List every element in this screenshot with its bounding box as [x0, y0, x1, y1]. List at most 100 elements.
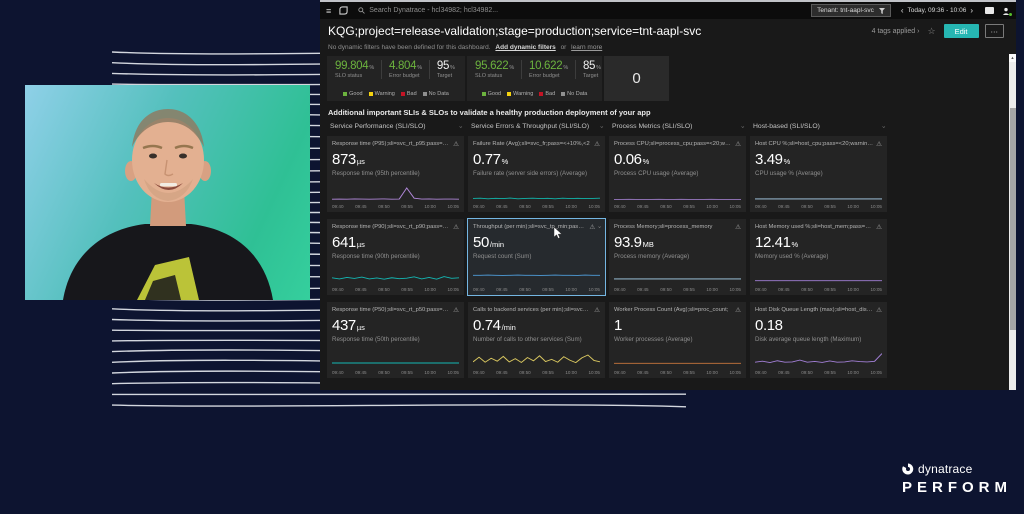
time-axis: 09:40 09:45 09:50 09:55 10:00 10:05 — [755, 287, 882, 292]
tile-process-cpu[interactable]: Process CPU;sli=process_cpu;pass=<20;war… — [609, 136, 746, 212]
metric-value: 0.74 — [473, 317, 501, 334]
menu-icon[interactable]: ≡ — [326, 5, 332, 16]
favorite-star-icon[interactable]: ☆ — [927, 25, 936, 36]
target-metric: 85% Target — [582, 60, 601, 79]
tile-backend-calls[interactable]: Calls to backend services (per min);sli=… — [468, 302, 605, 378]
tile-worker-process-count[interactable]: Worker Process Count (Avg);sli=proc_coun… — [609, 302, 746, 378]
sparkline-chart — [473, 274, 600, 276]
timeframe-next-button[interactable]: › — [970, 6, 973, 15]
tenant-label: Tenant: tnt-aapl-svc — [817, 7, 874, 14]
dynatrace-logo-icon[interactable] — [339, 6, 348, 15]
sparkline-chart — [614, 362, 741, 364]
column-header-process-metrics[interactable]: Process Metrics (SLI/SLO) › — [612, 123, 745, 130]
slo-legend: Good Warning Bad No Data — [327, 91, 465, 98]
metric-value: 0.77 — [473, 151, 501, 168]
tile-host-disk-queue[interactable]: Host Disk Queue Length (max);sli=host_di… — [750, 302, 887, 378]
learn-more-link[interactable]: learn more — [571, 44, 603, 51]
metric-subtitle: Number of calls to other services (Sum) — [473, 336, 582, 343]
head — [132, 118, 204, 202]
tile-process-memory[interactable]: Process Memory;sli=process_memory ⚠ 93.9M… — [609, 219, 746, 295]
presenter-illustration — [63, 109, 273, 300]
metric-subtitle: Response time (95th percentile) — [332, 170, 420, 177]
tenant-selector[interactable]: Tenant: tnt-aapl-svc — [811, 4, 891, 17]
sparkline-chart — [473, 197, 600, 200]
metric-subtitle: Memory used % (Average) — [755, 253, 829, 260]
count-tile[interactable]: 0 — [604, 56, 669, 101]
search-input[interactable]: Search Dynatrace - hcl34982; hcl34982... — [358, 7, 811, 14]
section-title: Additional important SLIs & SLOs to vali… — [328, 108, 651, 117]
slo-summary-tile[interactable]: 99.804% SLO status 4.804% Error budget 9… — [327, 56, 465, 101]
metric-unit: µs — [356, 323, 365, 332]
sparkline-chart — [755, 353, 882, 364]
feedback-icon[interactable] — [985, 7, 994, 14]
online-status-dot — [1009, 12, 1012, 16]
tile-response-time-p95[interactable]: Response time (P95);sli=svc_rt_p95;pass=… — [327, 136, 464, 212]
event-branding: dynatrace PERFORM — [902, 462, 1012, 496]
mouse-cursor — [554, 227, 563, 239]
sparkline-chart — [332, 276, 459, 280]
tags-applied-link[interactable]: 4 tags applied › — [871, 27, 920, 35]
warning-icon: ⚠ — [876, 307, 882, 314]
warning-icon: ⚠ — [453, 224, 459, 231]
or-text: or — [560, 44, 567, 51]
column-header-service-performance[interactable]: Service Performance (SLI/SLO) › — [330, 123, 463, 130]
note-text: No dynamic filters have been defined for… — [328, 44, 491, 51]
vertical-scrollbar[interactable]: ▲ — [1009, 54, 1016, 390]
chevron-down-icon: › — [457, 125, 463, 128]
scroll-up-arrow[interactable]: ▲ — [1009, 54, 1016, 62]
column-headers: Service Performance (SLI/SLO) › Service E… — [327, 121, 887, 132]
chevron-down-icon[interactable]: › — [596, 226, 603, 228]
slo-status-metric: 99.804% SLO status — [333, 60, 382, 79]
slo-status-metric: 95.622% SLO status — [473, 60, 522, 79]
metric-value: 1 — [614, 317, 622, 334]
tile-throughput-selected[interactable]: Throughput (per min);sli=svc_tp_min;pass… — [467, 218, 606, 296]
dynatrace-logo-icon — [902, 463, 914, 475]
dashboard-title: KQG;project=release-validation;stage=pro… — [328, 24, 702, 38]
dashboard-header: KQG;project=release-validation;stage=pro… — [328, 24, 1004, 38]
tile-host-cpu[interactable]: Host CPU %;sli=host_cpu;pass=<20;warning… — [750, 136, 887, 212]
tile-failure-rate[interactable]: Failure Rate (Avg);sli=svc_fr;pass=<+10%… — [468, 136, 605, 212]
column-header-service-errors-throughput[interactable]: Service Errors & Throughput (SLI/SLO) › — [471, 123, 604, 130]
warning-icon: ⚠ — [594, 141, 600, 148]
metric-subtitle: Response time (50th percentile) — [332, 336, 420, 343]
metric-tile-grid: Response time (P95);sli=svc_rt_p95;pass=… — [327, 136, 887, 378]
sparkline-chart — [755, 198, 882, 200]
add-dynamic-filters-link[interactable]: Add dynamic filters — [495, 44, 556, 51]
warning-icon: ⚠ — [453, 141, 459, 148]
metric-unit: µs — [356, 157, 365, 166]
tile-host-memory[interactable]: Host Memory used %;sli=host_mem;pass=<20… — [750, 219, 887, 295]
event-name: PERFORM — [902, 479, 1012, 496]
dynamic-filters-note: No dynamic filters have been defined for… — [328, 44, 602, 51]
timeframe-prev-button[interactable]: ‹ — [900, 6, 904, 15]
target-metric: 95% Target — [436, 60, 455, 79]
more-options-button[interactable]: ⋯ — [984, 24, 1004, 38]
chevron-down-icon: › — [880, 125, 886, 128]
tile-response-time-p50[interactable]: Response time (P50);sli=svc_rt_p50;pass=… — [327, 302, 464, 378]
metric-unit: % — [783, 157, 791, 166]
window-top-edge — [320, 0, 1016, 2]
metric-subtitle: Request count (Sum) — [473, 253, 532, 260]
time-axis: 09:40 09:45 09:50 09:55 10:00 10:05 — [755, 370, 882, 375]
time-axis: 09:40 09:45 09:50 09:55 10:00 10:05 — [473, 204, 600, 209]
metric-value: 93.9 — [614, 234, 642, 251]
edit-button[interactable]: Edit — [943, 24, 979, 38]
metric-value: 12.41 — [755, 234, 791, 251]
metric-value: 437 — [332, 317, 356, 334]
metric-unit: µs — [356, 240, 365, 249]
webcam-video — [25, 85, 310, 300]
metric-unit: MB — [642, 240, 654, 249]
timeframe-selector[interactable]: Today, 09:36 - 10:06 — [907, 7, 967, 14]
slo-summary-tile[interactable]: 95.622% SLO status 10.622% Error budget … — [467, 56, 602, 101]
warning-icon: ⚠ — [589, 224, 596, 231]
tile-response-time-p90[interactable]: Response time (P90);sli=svc_rt_p90;pass=… — [327, 219, 464, 295]
app-topbar: ≡ Search Dynatrace - hcl34982; hcl34982.… — [320, 2, 1016, 19]
column-header-host-based[interactable]: Host-based (SLI/SLO) › — [753, 123, 886, 130]
user-profile-icon[interactable] — [1002, 7, 1012, 16]
time-axis: 09:40 09:45 09:50 09:55 10:00 10:05 — [614, 287, 741, 292]
scrollbar-thumb[interactable] — [1009, 108, 1016, 330]
time-axis: 09:40 09:45 09:50 09:55 10:00 10:05 — [332, 370, 459, 375]
time-axis: 09:40 09:45 09:50 09:55 10:00 10:05 — [332, 204, 459, 209]
metric-value: 0.06 — [614, 151, 642, 168]
warning-icon: ⚠ — [453, 307, 459, 314]
metric-value: 3.49 — [755, 151, 783, 168]
